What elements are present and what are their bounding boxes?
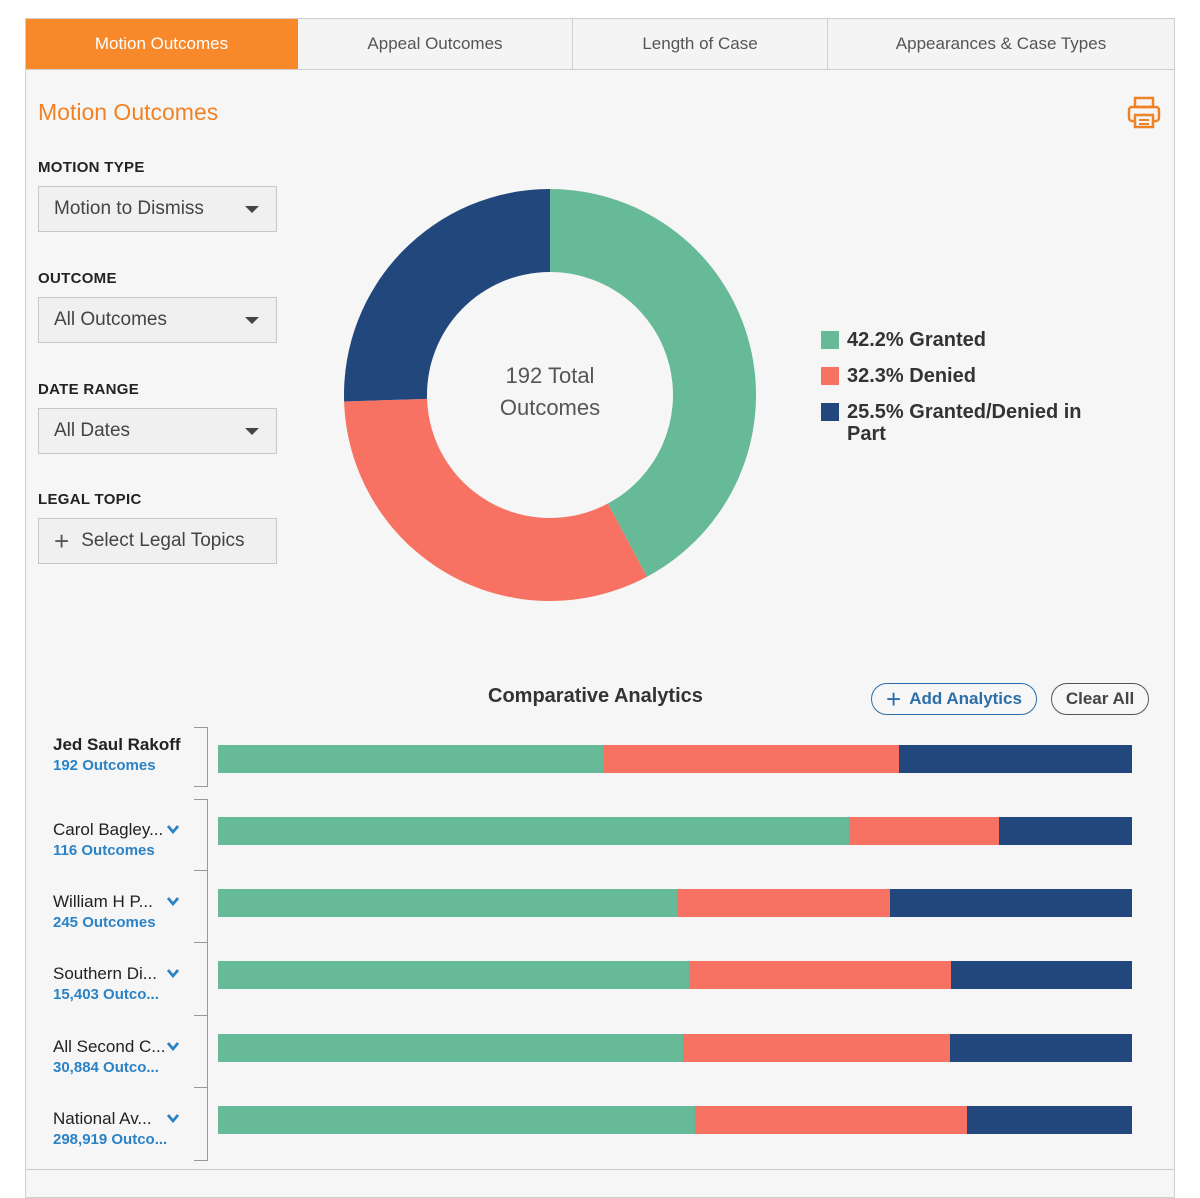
row-count: 192 Outcomes [53,757,156,774]
legend-swatch-granted [821,331,839,349]
legend-swatch-partial [821,403,839,421]
row-name: All Second C... [53,1037,166,1056]
bar-segment-denied [848,817,999,845]
motion-type-label: MOTION TYPE [38,159,145,176]
clear-all-button[interactable]: Clear All [1051,683,1149,715]
bar-segment-partial [950,1034,1132,1062]
add-analytics-button[interactable]: + Add Analytics [871,683,1037,715]
date-range-select[interactable]: All Dates [38,408,277,454]
bar-segment-partial [998,817,1132,845]
motion-type-select[interactable]: Motion to Dismiss [38,186,277,232]
row-name: National Av... [53,1109,152,1128]
outcome-label: OUTCOME [38,270,117,287]
print-icon[interactable] [1126,95,1162,131]
chevron-down-icon[interactable] [166,1111,180,1125]
bar-segment-partial [967,1106,1132,1134]
donut-center-label-total: 192 Total [506,363,595,388]
comparison-row-label: Southern Di... 15,403 Outco... [53,964,203,1003]
bar-segment-denied [676,889,890,917]
bar-segment-denied [688,961,952,989]
tab-length-of-case[interactable]: Length of Case [573,19,828,69]
date-range-value: All Dates [54,420,131,441]
comparison-bar [218,817,1132,845]
comparative-analytics-title: Comparative Analytics [488,685,703,707]
comparison-bar [218,1106,1132,1134]
bar-segment-partial [898,745,1132,773]
row-count: 15,403 Outco... [53,986,159,1003]
bar-segment-granted [218,1106,696,1134]
bar-segment-granted [218,889,677,917]
legend-label-partial: 25.5% Granted/Denied in Part [847,401,1082,445]
legend-item-denied: 32.3% Denied [821,365,1121,387]
tab-bar: Motion Outcomes Appeal Outcomes Length o… [26,19,1174,70]
chevron-down-icon[interactable] [166,894,180,908]
legal-topic-picker[interactable]: + Select Legal Topics [38,518,277,564]
donut-slice-granted [550,189,756,577]
donut-slice-partial [344,189,550,402]
outcomes-donut-chart: 192 Total Outcomes [344,189,756,601]
row-divider [194,1015,208,1016]
comparison-bar [218,745,1132,773]
row-bracket-primary [194,727,208,787]
bar-segment-denied [603,745,899,773]
bar-segment-granted [218,817,849,845]
plus-icon: + [886,684,902,714]
analytics-panel: Motion Outcomes Appeal Outcomes Length o… [25,18,1175,1198]
donut-center-label-outcomes: Outcomes [500,395,600,420]
caret-down-icon [245,428,259,435]
legend-label-granted: 42.2% Granted [847,329,986,351]
outcome-select[interactable]: All Outcomes [38,297,277,343]
row-divider [194,942,208,943]
bar-segment-denied [683,1034,951,1062]
row-name: Southern Di... [53,964,157,983]
legend-label-denied: 32.3% Denied [847,365,976,387]
bar-segment-granted [218,961,689,989]
motion-type-value: Motion to Dismiss [54,198,204,219]
row-count: 298,919 Outco... [53,1131,168,1148]
bar-segment-granted [218,1034,684,1062]
plus-icon: + [54,526,70,556]
add-analytics-label: Add Analytics [909,689,1022,708]
legend-item-partial: 25.5% Granted/Denied in Part [821,401,1121,445]
legend-swatch-denied [821,367,839,385]
comparison-row-label: Carol Bagley... 116 Outcomes [53,820,203,859]
section-title: Motion Outcomes [38,99,219,125]
bar-segment-partial [951,961,1132,989]
comparison-bar [218,1034,1132,1062]
comparison-row-label: National Av... 298,919 Outco... [53,1109,203,1148]
comparison-row-label: William H P... 245 Outcomes [53,892,203,931]
chevron-down-icon[interactable] [166,1039,180,1053]
legend-item-granted: 42.2% Granted [821,329,1121,351]
row-name: Carol Bagley... [53,820,164,839]
row-count: 30,884 Outco... [53,1059,159,1076]
comparison-bar [218,889,1132,917]
date-range-label: DATE RANGE [38,381,140,398]
caret-down-icon [245,206,259,213]
row-name: Jed Saul Rakoff [53,735,181,754]
legal-topic-label: LEGAL TOPIC [38,491,142,508]
row-count: 116 Outcomes [53,842,155,859]
outcome-value: All Outcomes [54,309,167,330]
comparison-row-label: All Second C... 30,884 Outco... [53,1037,203,1076]
bar-segment-partial [889,889,1132,917]
legal-topic-placeholder: Select Legal Topics [81,530,245,551]
tab-appeal-outcomes[interactable]: Appeal Outcomes [298,19,573,69]
divider [26,1169,1174,1170]
row-count: 245 Outcomes [53,914,156,931]
bar-segment-denied [695,1106,968,1134]
comparison-row-label: Jed Saul Rakoff 192 Outcomes [53,735,203,774]
row-divider [194,1087,208,1088]
tab-appearances-case-types[interactable]: Appearances & Case Types [895,34,1107,53]
row-bracket-comparisons [194,799,208,1161]
tab-motion-outcomes[interactable]: Motion Outcomes [26,19,298,69]
row-name: William H P... [53,892,153,911]
bar-segment-granted [218,745,604,773]
row-divider [194,870,208,871]
caret-down-icon [245,317,259,324]
donut-slice-denied [344,398,647,601]
chart-legend: 42.2% Granted 32.3% Denied 25.5% Granted… [821,329,1121,459]
chevron-down-icon[interactable] [166,822,180,836]
comparison-bar [218,961,1132,989]
chevron-down-icon[interactable] [166,966,180,980]
